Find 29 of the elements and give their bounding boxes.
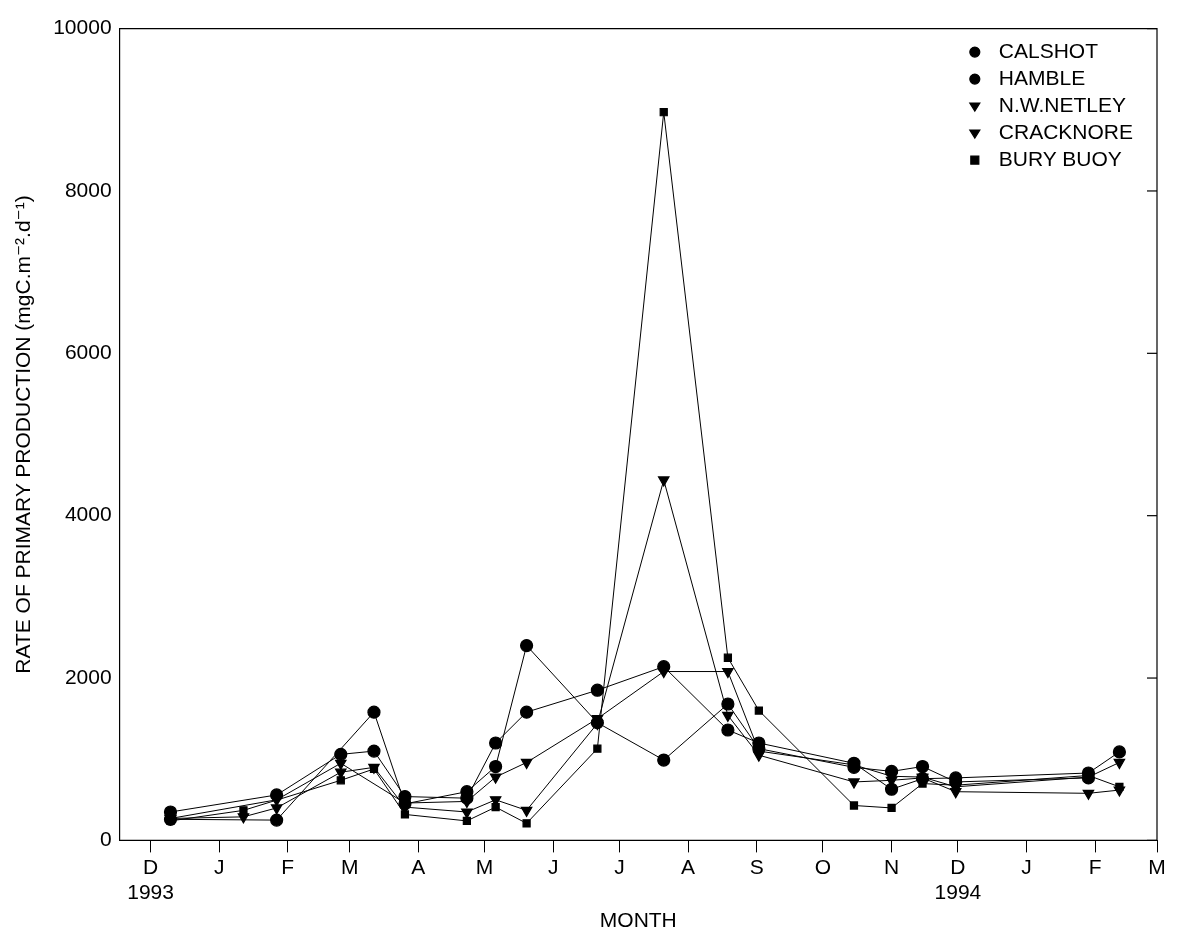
x-tick-label: J — [1021, 854, 1032, 878]
y-tick-label: 0 — [99, 827, 112, 851]
y-axis-title: RATE OF PRIMARY PRODUCTION (mgC.m⁻².d⁻¹) — [11, 195, 35, 674]
x-axis-title: MONTH — [599, 908, 677, 932]
x-tick-label: S — [749, 854, 764, 878]
x-tick-label: D 1993 — [127, 854, 174, 903]
x-tick-label: N — [883, 854, 900, 878]
x-tick-label: M — [475, 854, 494, 878]
y-tick-label: 10000 — [53, 15, 112, 39]
x-tick-label: M — [340, 854, 359, 878]
legend-label: N.W.NETLEY — [998, 92, 1127, 116]
x-tick-label: F — [281, 854, 295, 878]
x-tick-label: J — [614, 854, 625, 878]
legend-label: CRACKNORE — [998, 119, 1133, 143]
legend-label: BURY BUOY — [998, 146, 1122, 170]
y-tick-label: 2000 — [64, 664, 112, 688]
y-tick-label: 8000 — [64, 177, 112, 201]
y-tick-label: 6000 — [64, 340, 112, 364]
x-tick-label: F — [1088, 854, 1102, 878]
x-tick-label: J — [547, 854, 559, 878]
y-tick-label: 4000 — [64, 502, 112, 526]
legend-label: CALSHOT — [998, 38, 1099, 62]
x-tick-label: M — [1148, 854, 1166, 878]
legend-label: HAMBLE — [998, 65, 1086, 89]
x-tick-label: J — [213, 854, 225, 878]
x-tick-label: A — [411, 854, 426, 878]
x-tick-label: O — [814, 854, 832, 878]
x-tick-label: A — [681, 854, 696, 878]
x-tick-label: D 1994 — [934, 854, 982, 903]
